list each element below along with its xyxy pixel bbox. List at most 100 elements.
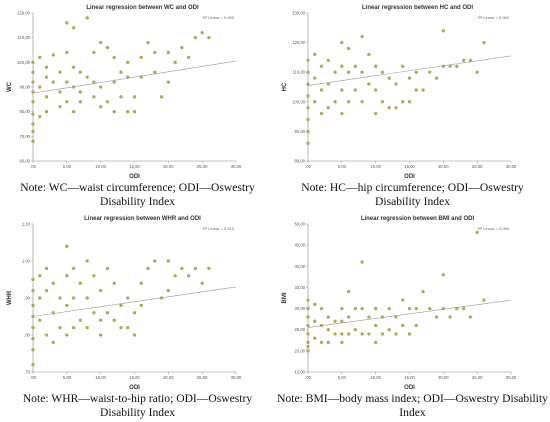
- y-tick-label: 50,00: [295, 222, 306, 227]
- data-point: [414, 306, 418, 311]
- regression-line: [307, 55, 512, 86]
- data-point: [139, 281, 143, 285]
- data-point: [421, 88, 425, 92]
- bmi-odi-panel: Linear regression between BMI and ODI R² …: [275, 211, 550, 422]
- y-tick-label: 20,00: [295, 348, 306, 353]
- data-point: [65, 333, 69, 337]
- data-point: [65, 50, 69, 55]
- data-point: [414, 88, 418, 92]
- data-point: [414, 70, 418, 74]
- x-tick-label: 25,00: [472, 164, 483, 169]
- data-point: [85, 16, 89, 20]
- data-point: [78, 318, 83, 322]
- data-point: [132, 110, 137, 114]
- y-axis-label: WC: [7, 81, 13, 92]
- data-point: [173, 60, 177, 64]
- data-point: [31, 325, 35, 330]
- data-point: [333, 319, 337, 323]
- data-point: [367, 332, 371, 336]
- data-point: [71, 266, 76, 271]
- data-point: [346, 70, 351, 74]
- data-point: [99, 288, 103, 293]
- y-tick-label: 35,00: [295, 285, 306, 290]
- data-point: [475, 70, 479, 74]
- data-point: [414, 323, 418, 328]
- data-point: [105, 100, 110, 104]
- y-tick-label: 1,00: [22, 259, 31, 264]
- y-tick-label: 30,00: [295, 306, 306, 311]
- regression-line: [307, 299, 512, 328]
- x-tick-label: 10,00: [370, 375, 381, 380]
- x-tick-label: 10,00: [370, 164, 381, 169]
- data-point: [387, 76, 391, 80]
- data-point: [374, 306, 378, 311]
- data-point: [31, 80, 35, 84]
- data-point: [65, 80, 69, 84]
- data-point: [78, 100, 83, 104]
- data-point: [306, 344, 310, 349]
- data-point: [112, 281, 116, 285]
- x-tick-label: 20,00: [438, 164, 449, 169]
- data-point: [38, 85, 42, 89]
- data-point: [319, 340, 324, 345]
- data-point: [306, 141, 310, 145]
- x-tick-label: .00: [305, 164, 311, 169]
- data-point: [346, 332, 351, 336]
- y-tick-label: ,90: [24, 296, 30, 301]
- data-point: [441, 64, 445, 68]
- whr-odi-scatter-chart: Linear regression between WHR and ODIR² …: [7, 216, 242, 391]
- regression-line: [32, 286, 237, 317]
- r2-label: R² Linear = 0.013: [203, 226, 235, 231]
- data-point: [51, 53, 55, 57]
- y-tick-label: 100,00: [17, 60, 30, 65]
- y-tick-label: 90,00: [295, 129, 306, 134]
- y-axis-label: WHR: [7, 290, 13, 305]
- data-point: [475, 230, 479, 235]
- data-point: [461, 306, 466, 311]
- data-point: [58, 90, 62, 94]
- data-point: [306, 332, 310, 336]
- data-point: [455, 64, 459, 68]
- data-point: [126, 110, 130, 114]
- bmi-odi-scatter-chart: Linear regression between BMI and ODIR² …: [282, 216, 517, 391]
- x-tick-label: 15,00: [129, 164, 140, 169]
- data-point: [119, 325, 123, 330]
- data-point: [51, 340, 55, 345]
- data-point: [132, 333, 137, 337]
- data-point: [146, 266, 150, 271]
- data-point: [346, 315, 351, 319]
- data-point: [346, 100, 351, 104]
- chart-title: Linear regression between HC and ODI: [362, 5, 473, 11]
- data-point: [38, 296, 42, 300]
- data-point: [38, 114, 42, 119]
- data-point: [340, 111, 344, 116]
- data-point: [78, 90, 83, 94]
- data-point: [313, 302, 317, 306]
- whr-odi-panel: Linear regression between WHR and ODI R² …: [0, 211, 275, 422]
- data-point: [374, 340, 378, 345]
- data-point: [380, 315, 385, 319]
- data-point: [374, 111, 378, 116]
- data-point: [99, 40, 103, 45]
- data-point: [105, 45, 110, 50]
- data-point: [105, 311, 110, 315]
- data-point: [326, 328, 330, 332]
- data-point: [78, 70, 83, 74]
- data-point: [99, 318, 103, 322]
- data-point: [193, 36, 198, 40]
- y-axis-label: BMI: [282, 292, 288, 303]
- data-point: [326, 106, 330, 110]
- data-point: [407, 100, 412, 104]
- hc-odi-panel: Linear regression between HC and ODI R² L…: [275, 0, 550, 211]
- data-point: [186, 55, 191, 60]
- data-point: [340, 64, 344, 68]
- data-point: [401, 323, 405, 328]
- data-point: [394, 82, 398, 86]
- data-point: [306, 82, 310, 86]
- data-point: [326, 340, 330, 345]
- data-point: [31, 90, 35, 94]
- x-tick-label: 15,00: [129, 375, 140, 380]
- data-point: [44, 95, 49, 99]
- data-point: [346, 46, 351, 51]
- data-point: [166, 288, 170, 293]
